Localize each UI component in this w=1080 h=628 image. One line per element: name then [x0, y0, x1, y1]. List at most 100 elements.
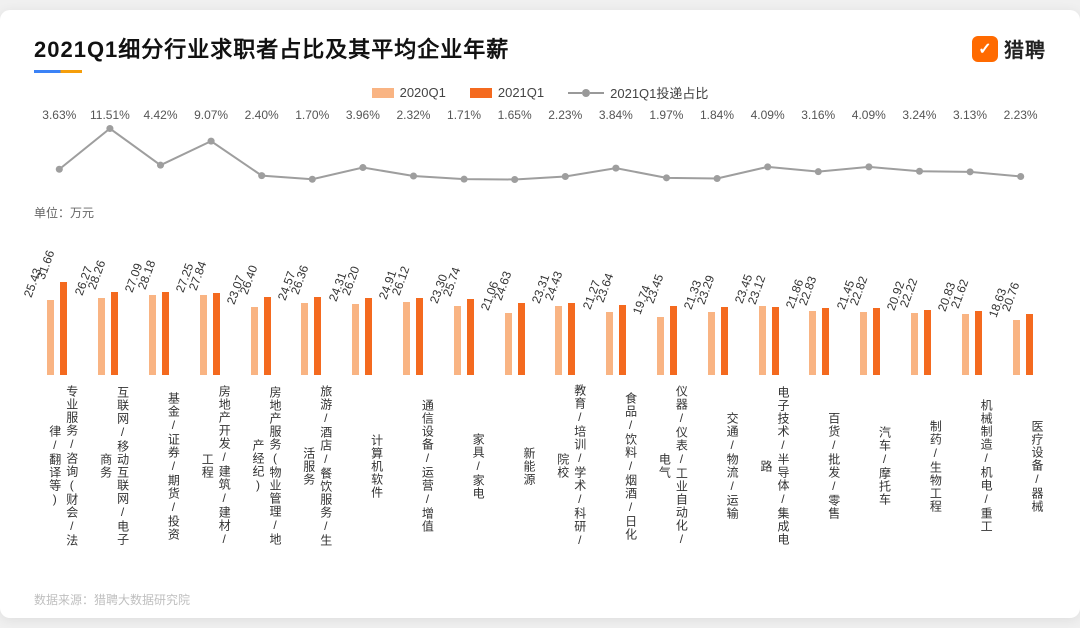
bar-2021q1: 27.84	[213, 293, 220, 375]
line-value-label: 3.24%	[894, 108, 945, 122]
category-label: 房地产服务(物业管理/地产经纪)	[237, 381, 284, 551]
category-label: 百货/批发/零售	[796, 381, 843, 551]
category-axis: 专业服务/咨询(财会/法律/翻译等)互联网/移动互联网/电子商务基金/证券/期货…	[34, 381, 1046, 551]
category-label: 通信设备/运营/增值	[390, 381, 437, 551]
bar-2020q1: 23.31	[555, 306, 562, 375]
bar-group: 24.91 26.12	[390, 248, 437, 375]
header: 2021Q1细分行业求职者占比及其平均企业年薪 ✓ 猎聘	[34, 32, 1046, 73]
category-label: 家具/家电	[440, 381, 487, 551]
bar-2020q1: 21.33	[708, 312, 715, 375]
legend-label-2020q1: 2020Q1	[400, 85, 446, 100]
legend-label-line: 2021Q1投递占比	[610, 83, 708, 102]
category-label: 仪器/仪表/工业自动化/电气	[644, 381, 691, 551]
bar-group: 21.8622.83	[796, 258, 843, 375]
bar-2021q1: 24.43	[568, 303, 575, 375]
line-chart: 3.63%11.51%4.42%9.07%2.40%1.70%3.96%2.32…	[34, 108, 1046, 198]
line-value-label: 4.09%	[844, 108, 895, 122]
bar-2021q1: 23.12	[772, 307, 779, 375]
category-label: 食品/饮料/烟酒/日化	[593, 381, 640, 551]
category-label: 教育/培训/学术/科研/院校	[542, 381, 589, 551]
category-label: 房地产开发/建筑/建材/工程	[186, 381, 233, 551]
legend-swatch-line	[568, 89, 604, 97]
bar-2021q1: 28.18	[162, 292, 169, 375]
legend: 2020Q1 2021Q1 2021Q1投递占比	[34, 83, 1046, 102]
bar-value-2021q1: 22.82	[847, 274, 872, 308]
bar-group: 27.25 27.84	[186, 243, 233, 375]
category-label: 旅游/酒店/餐饮服务/生活服务	[288, 381, 335, 551]
bar-group: 27.0928.18	[136, 242, 183, 375]
page-title: 2021Q1细分行业求职者占比及其平均企业年薪	[34, 32, 509, 64]
bar-group: 21.33 23.29	[694, 257, 741, 376]
bar-2020q1: 18.63	[1013, 320, 1020, 375]
line-value-label: 11.51%	[85, 108, 136, 122]
bar-group: 21.2723.64	[593, 255, 640, 375]
bar-value-2021q1: 26.12	[389, 264, 414, 298]
line-value-label: 1.84%	[692, 108, 743, 122]
bar-2021q1: 31.66	[60, 282, 67, 375]
bar-value-2021q1: 20.76	[999, 280, 1024, 314]
bar-2021q1: 26.36	[314, 297, 321, 375]
brand-logo: ✓ 猎聘	[972, 34, 1046, 63]
bar-group: 19.7423.45	[644, 256, 691, 375]
category-label: 制药/生物工程	[898, 381, 945, 551]
bar-2020q1: 24.91	[403, 302, 410, 375]
legend-label-2021q1: 2021Q1	[498, 85, 544, 100]
source-label: 数据来源：猎聘大数据研究院	[34, 591, 190, 608]
bar-2020q1: 24.31	[352, 304, 359, 376]
bar-2020q1: 21.45	[860, 312, 867, 375]
line-value-label: 1.97%	[641, 108, 692, 122]
bar-group: 23.3025.74	[440, 249, 487, 375]
bar-2020q1: 21.27	[606, 312, 613, 375]
category-label: 互联网/移动互联网/电子商务	[85, 381, 132, 551]
bar-2020q1: 27.25	[200, 295, 207, 375]
bar-2020q1: 23.07	[251, 307, 258, 375]
bar-2021q1: 23.45	[670, 306, 677, 375]
legend-swatch-2021q1	[470, 88, 492, 98]
line-value-label: 9.07%	[186, 108, 237, 122]
bar-2021q1: 20.76	[1026, 314, 1033, 375]
unit-label: 单位：万元	[34, 204, 1046, 221]
bar-2020q1: 21.06	[505, 313, 512, 375]
bar-group: 23.45 23.12	[745, 256, 792, 375]
brand-icon: ✓	[972, 36, 998, 62]
bar-group: 25.43 31.66	[34, 232, 81, 375]
bar-2021q1: 25.74	[467, 299, 474, 375]
title-underline	[34, 70, 82, 73]
bar-2020q1: 26.27	[98, 298, 105, 375]
bar-2021q1: 22.22	[924, 310, 931, 375]
bar-group: 24.57 26.36	[288, 247, 335, 375]
line-value-label: 2.23%	[540, 108, 591, 122]
bar-group: 24.3126.20	[339, 248, 386, 375]
category-label: 新能源	[491, 381, 538, 551]
line-value-label: 1.65%	[489, 108, 540, 122]
bar-value-2021q1: 25.74	[440, 266, 465, 300]
legend-swatch-2020q1	[372, 88, 394, 98]
category-label: 医疗设备/器械	[999, 381, 1046, 551]
line-value-label: 3.96%	[338, 108, 389, 122]
bar-value-2021q1: 26.40	[237, 264, 262, 298]
line-value-label: 1.70%	[287, 108, 338, 122]
bar-2020q1: 20.92	[911, 313, 918, 375]
bar-2020q1: 23.45	[759, 306, 766, 375]
line-value-label: 2.40%	[236, 108, 287, 122]
bar-2020q1: 24.57	[301, 303, 308, 375]
bar-2021q1: 22.83	[822, 308, 829, 375]
line-value-label: 1.71%	[439, 108, 490, 122]
line-value-label: 2.32%	[388, 108, 439, 122]
legend-item-line: 2021Q1投递占比	[568, 83, 708, 102]
category-label: 电子技术/半导体/集成电路	[745, 381, 792, 551]
line-value-label: 3.16%	[793, 108, 844, 122]
line-value-label: 3.63%	[34, 108, 85, 122]
bar-group: 26.2728.26	[85, 242, 132, 375]
bar-group: 23.07 26.40	[237, 247, 284, 375]
bar-value-2021q1: 26.36	[288, 264, 313, 298]
brand-name: 猎聘	[1004, 34, 1046, 63]
bar-2020q1: 25.43	[47, 300, 54, 375]
category-label: 机械制造/机电/重工	[948, 381, 995, 551]
line-value-label: 4.09%	[742, 108, 793, 122]
chart-card: 2021Q1细分行业求职者占比及其平均企业年薪 ✓ 猎聘 2020Q1 2021…	[0, 10, 1080, 618]
legend-item-2020q1: 2020Q1	[372, 85, 446, 100]
bar-chart: 25.43 31.66 26.2728.2627.0928.18 27.25 27.84…	[34, 225, 1046, 375]
bar-2020q1: 20.83	[962, 314, 969, 375]
bar-value-2021q1: 23.29	[694, 273, 719, 307]
